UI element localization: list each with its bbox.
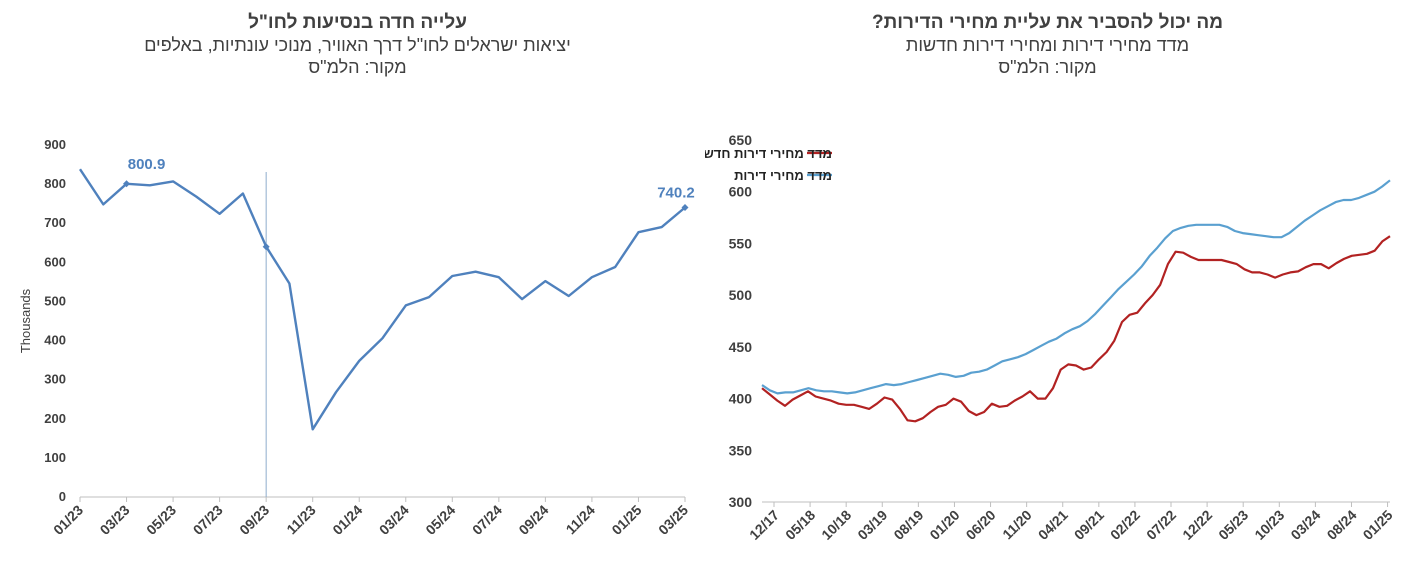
y-tick-label: 0 [59,489,66,504]
y-axis-label: Thousands [18,288,33,353]
x-tick-label: 09/24 [515,502,551,538]
y-tick-label: 100 [44,450,66,465]
x-tick-label: 04/21 [1035,507,1071,543]
x-tick-label: 10/18 [818,507,854,543]
right-chart-source: מקור: הלמ"ס [998,57,1097,77]
x-tick-label: 03/25 [655,502,691,538]
x-tick-label: 09/23 [236,502,272,538]
data-label: 800.9 [128,156,166,173]
y-tick-label: 650 [729,132,753,148]
y-tick-label: 200 [44,411,66,426]
x-tick-label: 03/24 [376,502,412,538]
legend-label: מדד מחירי דירות חדשות [705,146,832,161]
data-point-marker [123,180,131,188]
right-chart-heading: מה יכול להסביר את עליית מחירי הדירות? מד… [695,12,1400,78]
left-chart-subtitle: יציאות ישראלים לחו"ל דרך האוויר, מנוכי ע… [144,35,571,55]
x-tick-label: 05/23 [1215,507,1251,543]
legend-label: מדד מחירי דירות [734,168,832,183]
x-tick-label: 11/24 [563,502,599,538]
data-point-marker [262,243,270,251]
y-tick-label: 550 [729,235,753,251]
x-tick-label: 09/21 [1071,507,1107,543]
y-tick-label: 300 [44,372,66,387]
x-tick-label: 07/23 [190,502,226,538]
y-tick-label: 350 [729,442,753,458]
y-tick-label: 500 [729,287,753,303]
x-tick-label: 07/24 [469,502,505,538]
series-line-apartments [761,179,1391,395]
y-tick-label: 600 [729,184,753,200]
y-tick-label: 600 [44,254,66,269]
left-chart-panel: עלייה חדה בנסיעות לחו"ל יציאות ישראלים ל… [18,12,695,538]
x-tick-label: 08/24 [1323,507,1359,543]
series-line-new-apartments [761,235,1391,423]
x-tick-label: 12/17 [746,507,782,543]
x-tick-label: 01/20 [926,507,962,543]
x-tick-label: 11/20 [999,507,1035,543]
y-tick-label: 300 [729,494,753,510]
x-tick-label: 02/22 [1107,507,1143,543]
x-tick-label: 01/24 [329,502,365,538]
x-tick-label: 01/25 [608,502,644,538]
x-tick-label: 06/20 [963,507,999,543]
y-tick-label: 450 [729,339,753,355]
y-tick-label: 500 [44,293,66,308]
data-point-marker [681,203,689,211]
y-tick-label: 400 [729,391,753,407]
x-tick-label: 10/23 [1251,507,1287,543]
x-tick-label: 05/23 [143,502,179,538]
x-tick-label: 01/25 [1360,507,1396,543]
right-chart-panel: מה יכול להסביר את עליית מחירי הדירות? מד… [705,0,1410,576]
y-tick-label: 400 [44,333,66,348]
left-chart-source: מקור: הלמ"ס [308,57,407,77]
x-tick-label: 11/23 [283,502,319,538]
right-chart-title: מה יכול להסביר את עליית מחירי הדירות? [871,12,1224,33]
x-tick-label: 05/18 [782,507,818,543]
x-tick-label: 03/19 [854,507,890,543]
data-label: 740.2 [657,184,695,201]
y-tick-label: 900 [44,137,66,152]
left-chart-heading: עלייה חדה בנסיעות לחו"ל יציאות ישראלים ל… [5,12,710,78]
x-tick-label: 01/23 [50,502,86,538]
left-line-chart: 0 100 200 300 400 500 600 700 800 900 Thousands 01/… [18,137,695,538]
x-tick-label: 03/24 [1287,507,1323,543]
right-chart-subtitle: מדד מחירי דירות ומחירי דירות חדשות [905,35,1190,55]
x-tick-label: 08/19 [890,507,926,543]
y-tick-label: 700 [44,215,66,230]
x-tick-label: 07/22 [1143,507,1179,543]
x-tick-label: 05/24 [422,502,458,538]
left-chart-title: עלייה חדה בנסיעות לחו"ל [248,12,467,33]
x-tick-label: 03/23 [97,502,133,538]
series-line-departures [78,168,686,431]
y-tick-label: 800 [44,176,66,191]
x-tick-label: 12/22 [1179,507,1215,543]
